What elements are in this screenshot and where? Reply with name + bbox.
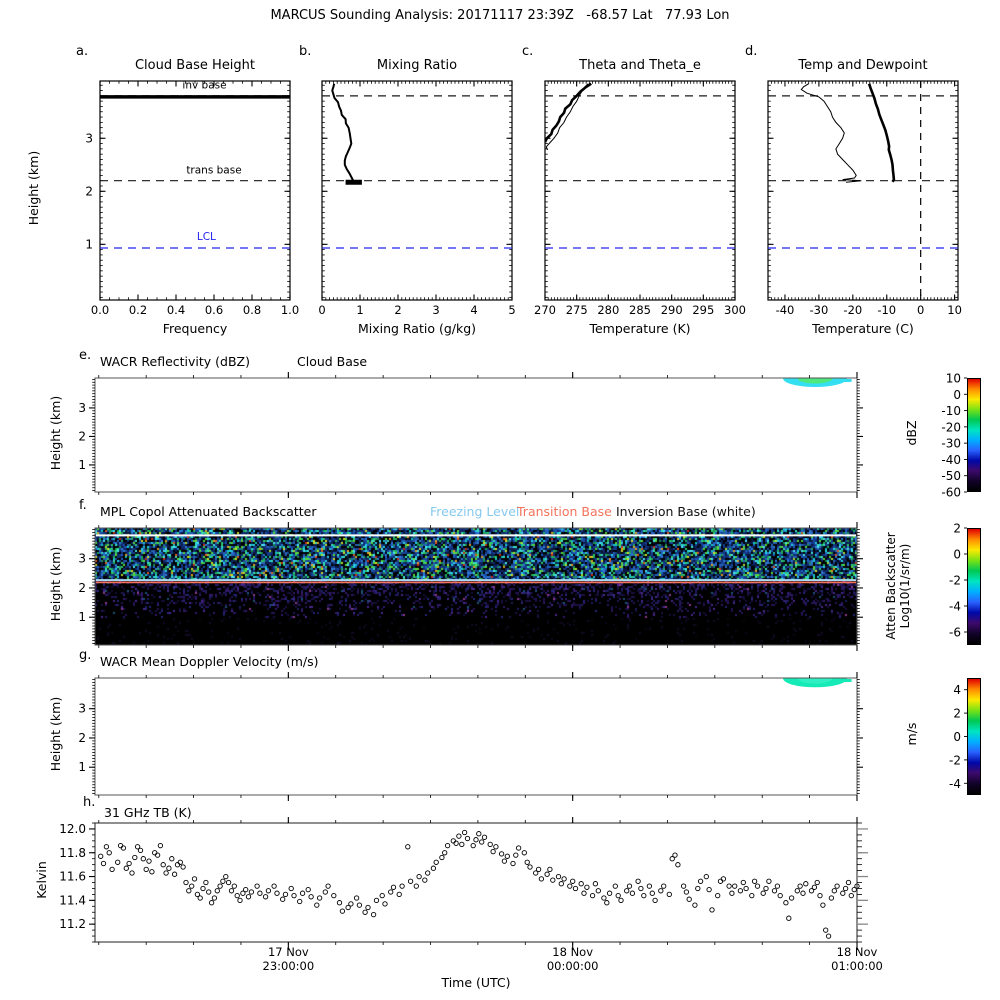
panel-g-tag: g. — [79, 648, 92, 663]
svg-text:5: 5 — [508, 303, 515, 317]
svg-text:4: 4 — [470, 303, 477, 317]
svg-text:11.6: 11.6 — [59, 870, 86, 884]
mixing-ratio-title: Mixing Ratio — [376, 58, 458, 73]
mpl-backscatter-curtain — [95, 528, 857, 645]
panel-e-tag: e. — [79, 348, 92, 363]
reflectivity-colorbar — [967, 378, 981, 492]
cloud-base-legend-label: Cloud Base — [297, 354, 368, 369]
svg-text:-20: -20 — [941, 420, 961, 434]
svg-text:285: 285 — [629, 303, 651, 317]
svg-text:0: 0 — [953, 388, 961, 402]
svg-text:-10: -10 — [877, 303, 896, 317]
svg-text:LCL: LCL — [197, 231, 216, 243]
figure-title: MARCUS Sounding Analysis: 20171117 23:39… — [270, 8, 730, 23]
tb-title: 31 GHz TB (K) — [104, 805, 192, 820]
svg-text:10: 10 — [947, 303, 962, 317]
svg-text:280: 280 — [597, 303, 619, 317]
svg-text:4: 4 — [953, 683, 961, 697]
svg-text:2: 2 — [953, 707, 961, 721]
svg-text:2: 2 — [85, 184, 93, 198]
time-axis-label: Time (UTC) — [441, 975, 511, 990]
mixing-ratio-axis-label: Mixing Ratio (g/kg) — [357, 321, 477, 336]
svg-text:11.4: 11.4 — [59, 893, 86, 907]
svg-text:270: 270 — [534, 303, 556, 317]
svg-text:0: 0 — [953, 548, 961, 562]
svg-text:-10: -10 — [941, 404, 961, 418]
svg-text:-6: -6 — [949, 626, 961, 640]
svg-text:-40: -40 — [941, 453, 961, 467]
svg-text:0: 0 — [917, 303, 924, 317]
svg-text:-4: -4 — [949, 600, 961, 614]
wacr-reflectivity-title: WACR Reflectivity (dBZ) — [100, 354, 250, 369]
svg-text:3: 3 — [78, 552, 86, 566]
frequency-axis-label: Frequency — [162, 321, 228, 336]
temperature-c-axis-label: Temperature (C) — [812, 321, 914, 336]
svg-text:-30: -30 — [941, 437, 961, 451]
svg-text:11.2: 11.2 — [59, 917, 86, 931]
svg-text:-40: -40 — [776, 303, 795, 317]
svg-text:0.6: 0.6 — [205, 303, 223, 317]
svg-text:1: 1 — [78, 610, 86, 624]
svg-text:-2: -2 — [949, 574, 961, 588]
svg-text:-50: -50 — [941, 469, 961, 483]
svg-text:3: 3 — [78, 401, 86, 415]
svg-text:1: 1 — [85, 237, 93, 251]
svg-text:0.8: 0.8 — [243, 303, 261, 317]
panel-b-tag: b. — [299, 44, 312, 59]
svg-text:2: 2 — [78, 731, 86, 745]
inversion-base-legend-label: Inversion Base (white) — [616, 504, 756, 519]
doppler-velocity-title: WACR Mean Doppler Velocity (m/s) — [100, 654, 319, 669]
svg-text:0.0: 0.0 — [91, 303, 109, 317]
svg-text:-60: -60 — [941, 486, 961, 500]
svg-text:2: 2 — [953, 522, 961, 536]
mpl-backscatter-title: MPL Copol Attenuated Backscatter — [100, 504, 317, 519]
svg-text:11.8: 11.8 — [59, 846, 86, 860]
svg-text:2: 2 — [394, 303, 401, 317]
svg-text:2: 2 — [78, 429, 86, 443]
panel-h-tag: h. — [83, 795, 96, 810]
theta-title: Theta and Theta_e — [579, 58, 701, 73]
time-tick-label: 18 Nov 00:00:00 — [546, 945, 599, 973]
cloud-base-height-title: Cloud Base Height — [134, 58, 256, 73]
svg-text:0.2: 0.2 — [129, 303, 147, 317]
svg-text:300: 300 — [724, 303, 746, 317]
svg-text:3: 3 — [78, 702, 86, 716]
svg-text:1.0: 1.0 — [281, 303, 299, 317]
svg-text:-20: -20 — [843, 303, 862, 317]
backscatter-colorbar — [967, 528, 981, 645]
svg-text:0: 0 — [953, 730, 961, 744]
svg-text:12.0: 12.0 — [59, 822, 86, 836]
transition-base-legend-label: Transition Base — [517, 504, 612, 519]
time-tick-label: 18 Nov 01:00:00 — [831, 945, 883, 973]
panel-f-tag: f. — [79, 498, 87, 513]
svg-text:0: 0 — [318, 303, 325, 317]
panel-a-tag: a. — [76, 44, 89, 59]
svg-text:10: 10 — [946, 372, 961, 386]
time-tick-label: 17 Nov 23:00:00 — [262, 945, 315, 973]
svg-text:275: 275 — [566, 303, 588, 317]
svg-text:-2: -2 — [949, 753, 961, 767]
svg-text:3: 3 — [432, 303, 439, 317]
svg-text:2: 2 — [78, 581, 86, 595]
svg-text:1: 1 — [78, 458, 86, 472]
svg-text:-30: -30 — [809, 303, 828, 317]
temperature-k-axis-label: Temperature (K) — [589, 321, 691, 336]
svg-text:0.4: 0.4 — [167, 303, 185, 317]
svg-text:295: 295 — [692, 303, 714, 317]
freezing-level-legend-label: Freezing Level — [430, 504, 520, 519]
svg-text:1: 1 — [78, 760, 86, 774]
svg-text:290: 290 — [661, 303, 683, 317]
velocity-colorbar — [967, 678, 981, 795]
svg-text:1: 1 — [356, 303, 363, 317]
svg-text:inv base: inv base — [182, 79, 226, 91]
temp-dewpoint-title: Temp and Dewpoint — [798, 58, 928, 73]
panel-c-tag: c. — [522, 44, 534, 59]
svg-text:3: 3 — [85, 131, 93, 145]
svg-text:trans base: trans base — [186, 164, 241, 176]
panel-d-tag: d. — [745, 44, 758, 59]
svg-text:-4: -4 — [949, 777, 961, 791]
